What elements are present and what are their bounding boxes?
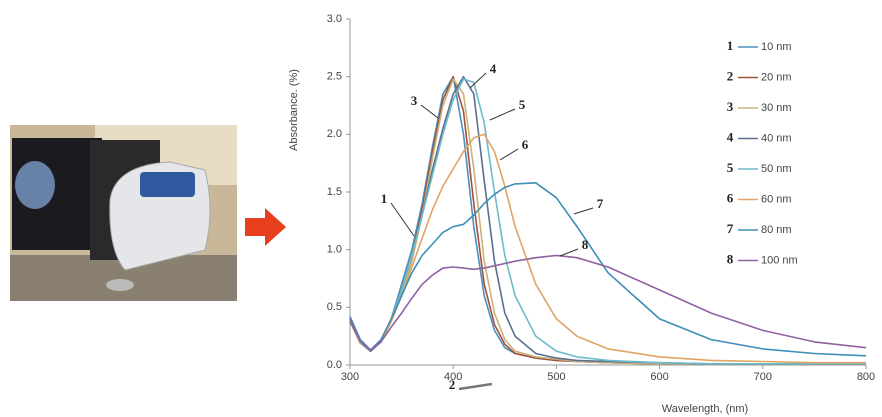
legend-number: 3 [727, 99, 734, 114]
series-line [349, 75, 866, 365]
legend-label: 10 nm [761, 41, 792, 53]
callout-leader [559, 248, 579, 257]
x-tick-label: 800 [857, 371, 875, 383]
curve-label: 7 [597, 196, 604, 211]
x-axis-label: Wavelength, (nm) [662, 403, 748, 415]
y-axis-label: Absorbance. (%) [288, 69, 300, 151]
legend-number: 1 [727, 38, 734, 53]
instrument-lid [140, 172, 195, 197]
y-tick-label: 2.0 [327, 128, 342, 140]
callout-leader [489, 108, 516, 121]
legend-label: 40 nm [761, 132, 792, 144]
legend-label: 80 nm [761, 224, 792, 236]
legend-number: 4 [727, 129, 734, 144]
x-tick-label: 300 [341, 371, 359, 383]
legend-label: 30 nm [761, 102, 792, 114]
y-tick-label: 3.0 [327, 13, 342, 25]
legend-label: 100 nm [761, 254, 798, 266]
legend-label: 20 nm [761, 71, 792, 83]
x-tick-label: 600 [650, 371, 668, 383]
x-tick-label: 700 [754, 371, 772, 383]
y-tick-label: 0.0 [327, 359, 342, 371]
legend-number: 8 [727, 251, 734, 266]
legend-label: 50 nm [761, 163, 792, 175]
y-tick-label: 1.0 [327, 244, 342, 256]
legend-number: 5 [727, 160, 734, 175]
series-line [349, 75, 866, 365]
series-line [349, 75, 866, 365]
y-tick-label: 1.5 [327, 186, 342, 198]
curve-label: 5 [519, 97, 526, 112]
x-tick-label: 500 [547, 371, 565, 383]
series-line [349, 182, 867, 357]
photo [10, 125, 237, 301]
callout-leader [420, 104, 439, 119]
callout-leader [499, 148, 519, 161]
curve-label: 8 [582, 237, 589, 252]
disc [106, 279, 134, 291]
y-tick-label: 0.5 [327, 301, 342, 313]
callout-leader [458, 382, 493, 391]
legend-number: 2 [727, 68, 734, 83]
legend-label: 60 nm [761, 193, 792, 205]
curve-label: 6 [522, 137, 529, 152]
curve-label: 2 [449, 377, 456, 392]
callout-leader [573, 207, 594, 215]
callout-leader [390, 202, 415, 237]
legend-number: 7 [727, 221, 734, 236]
arrow [245, 208, 286, 246]
y-tick-label: 2.5 [327, 71, 342, 83]
screen-glow [15, 161, 55, 209]
legend-number: 6 [727, 190, 734, 205]
curve-label: 1 [381, 191, 388, 206]
curve-label: 3 [411, 93, 418, 108]
x-tick-label: 400 [444, 371, 462, 383]
curve-label: 4 [490, 61, 497, 76]
series-line [349, 254, 867, 351]
callout-leader [469, 72, 487, 89]
